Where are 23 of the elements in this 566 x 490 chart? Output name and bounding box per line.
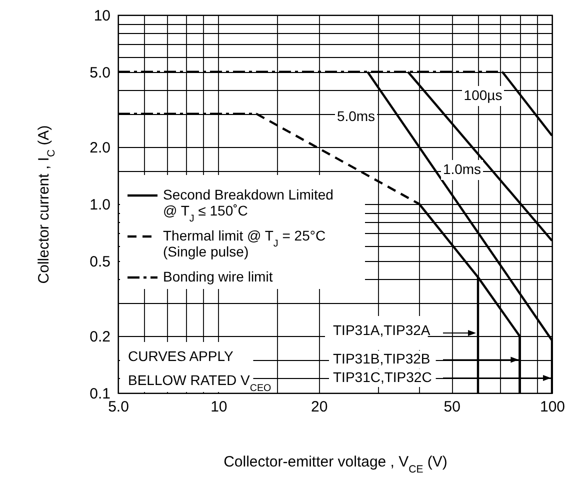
y-tick-label: 10 bbox=[94, 8, 110, 24]
annotation: TIP31C,TIP32C bbox=[333, 369, 432, 386]
annotation: 5.0ms bbox=[336, 108, 376, 124]
x-tick-label: 20 bbox=[310, 398, 328, 416]
annotation: 100µs bbox=[464, 87, 502, 103]
annotation: 1.0ms bbox=[442, 161, 482, 177]
annotation: TIP31B,TIP32B bbox=[333, 350, 430, 367]
y-tick-label: 1.0 bbox=[90, 196, 110, 214]
legend-label: Bonding wire limit bbox=[163, 268, 273, 284]
annotation: TIP31A,TIP32A bbox=[333, 322, 431, 338]
x-tick-label: 50 bbox=[444, 398, 460, 416]
x-tick-label: 10 bbox=[210, 398, 228, 416]
y-tick-label: 0.2 bbox=[90, 328, 110, 346]
x-tick-label: 100 bbox=[540, 398, 566, 416]
x-tick-label: 5.0 bbox=[108, 398, 129, 416]
text: Thermal limit @ T$_{J}$ = 25°C (Single pulse) bbox=[163, 228, 326, 260]
y-tick-label: 5.0 bbox=[90, 64, 110, 82]
y-tick-label: 0.1 bbox=[90, 386, 110, 402]
legend-label: Second Breakdown Limited @ T$_{J}$ ≤ 150˚C bbox=[163, 186, 334, 224]
x-axis-title: Collector-emitter voltage , V$_{CE}$ (V) bbox=[224, 454, 448, 476]
y-tick-label: 0.5 bbox=[90, 253, 110, 270]
y-tick-label: 2.0 bbox=[90, 140, 110, 157]
annotation: CURVES APPLY BELLOW RATED V$_{CEO}$ bbox=[128, 348, 272, 394]
